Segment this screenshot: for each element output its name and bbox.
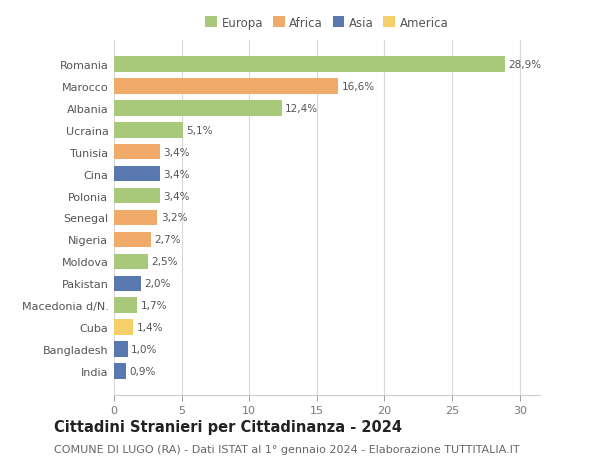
Bar [114, 101, 281, 117]
Text: 3,4%: 3,4% [163, 147, 190, 157]
Text: 3,4%: 3,4% [163, 169, 190, 179]
Text: 16,6%: 16,6% [342, 82, 375, 92]
Text: 0,9%: 0,9% [130, 366, 156, 376]
Bar [114, 364, 126, 379]
Text: 1,0%: 1,0% [131, 344, 157, 354]
Text: 5,1%: 5,1% [187, 126, 213, 135]
Bar [114, 341, 128, 357]
Bar [114, 210, 157, 226]
Bar [114, 167, 160, 182]
Bar [114, 189, 160, 204]
Text: 12,4%: 12,4% [285, 104, 318, 114]
Bar [114, 276, 141, 291]
Bar [114, 145, 160, 160]
Bar [114, 123, 183, 138]
Text: 2,0%: 2,0% [145, 279, 171, 289]
Text: Cittadini Stranieri per Cittadinanza - 2024: Cittadini Stranieri per Cittadinanza - 2… [54, 419, 402, 434]
Text: 2,5%: 2,5% [151, 257, 178, 267]
Text: 1,4%: 1,4% [136, 322, 163, 332]
Text: 1,7%: 1,7% [140, 301, 167, 310]
Bar [114, 319, 133, 335]
Text: 28,9%: 28,9% [508, 60, 541, 70]
Text: 3,2%: 3,2% [161, 213, 187, 223]
Text: COMUNE DI LUGO (RA) - Dati ISTAT al 1° gennaio 2024 - Elaborazione TUTTITALIA.IT: COMUNE DI LUGO (RA) - Dati ISTAT al 1° g… [54, 444, 520, 454]
Bar [114, 298, 137, 313]
Text: 2,7%: 2,7% [154, 235, 181, 245]
Text: 3,4%: 3,4% [163, 191, 190, 201]
Legend: Europa, Africa, Asia, America: Europa, Africa, Asia, America [203, 14, 451, 32]
Bar [114, 79, 338, 95]
Bar [114, 254, 148, 269]
Bar [114, 57, 505, 73]
Bar [114, 232, 151, 247]
